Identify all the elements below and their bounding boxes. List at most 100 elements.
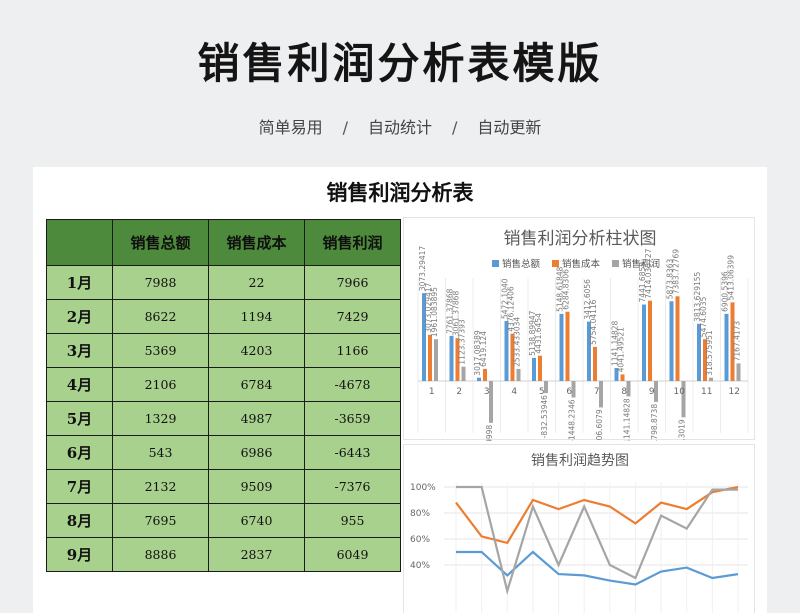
bar [669,301,674,381]
month-cell: 6月 [46,435,113,470]
bar [510,333,515,381]
header-cell-month [46,219,113,266]
profit-cell: 6049 [304,537,401,572]
sales-cell: 2132 [112,469,209,504]
bar [422,293,426,381]
separator: / [452,118,458,137]
month-cell: 5月 [46,401,113,436]
table-row: 7月 2132 9509 -7376 [46,469,401,504]
month-cell: 4月 [46,367,113,402]
table-row: 9月 8886 2837 6049 [46,537,401,572]
profit-table: 销售总额 销售成本 销售利润 1月 7988 22 7966 2月 8622 1194 742… [46,219,401,572]
bar [455,338,460,381]
sales-cell: 8886 [112,537,209,572]
bar [642,304,646,381]
cost-cell: 2837 [208,537,305,572]
legend-swatch [492,260,499,267]
category-label: 12 [729,387,740,397]
bar [449,335,454,381]
data-label: 7761.37868 [446,288,455,334]
table-row: 1月 7988 22 7966 [46,265,401,300]
month-cell: 8月 [46,503,113,538]
table-row: 6月 543 6986 -6443 [46,435,401,470]
bar [559,313,564,381]
sales-cell: 7988 [112,265,209,300]
bar [587,321,591,381]
table-row: 8月 7695 6740 955 [46,503,401,538]
data-label: 5472.1040 [501,278,510,319]
month-cell: 2月 [46,299,113,334]
table-header-row: 销售总额 销售成本 销售利润 [46,219,401,266]
data-label: -2206.6079 [595,409,604,441]
bar [516,368,521,381]
month-cell: 1月 [46,265,113,300]
bar [709,377,713,381]
data-label: 318.575951 [705,330,714,376]
header-cell-profit: 销售利润 [304,219,401,266]
data-label: -3034.3019 [678,419,687,441]
table-row: 5月 1329 4987 -3659 [46,401,401,436]
bar [730,302,735,381]
sales-cell: 1329 [112,401,209,436]
data-label: 7383.72769 [672,249,681,295]
y-tick-label: 40% [410,561,430,571]
cost-cell: 6986 [208,435,305,470]
cost-cell: 6784 [208,367,305,402]
profit-cell: 1166 [304,333,401,368]
line-chart-title: 销售利润趋势图 [531,453,629,469]
header-cell-sales: 销售总额 [112,219,209,266]
bar [724,313,729,381]
data-label: 7441.6858 [638,262,647,303]
data-label: 3073.29417 [418,246,427,292]
profit-cell: -7376 [304,469,401,504]
bar [736,363,741,381]
data-label: 4431.6454 [534,313,543,354]
bar [697,323,701,381]
bar [593,346,597,381]
page-title: 销售利润分析表模版 [197,39,603,88]
y-tick-label: 80% [410,509,430,519]
bar [538,355,542,381]
bar [654,381,658,402]
sales-cell: 543 [112,435,209,470]
month-cell: 7月 [46,469,113,504]
profit-cell: -3659 [304,401,401,436]
month-cell: 9月 [46,537,113,572]
sales-cell: 2106 [112,367,209,402]
category-label: 9 [649,387,655,397]
bar [675,296,680,381]
bar [626,381,631,397]
feature-easy: 简单易用 [258,118,323,137]
data-label: 3412.6056 [583,279,592,320]
data-label: 2533.433034 [513,317,522,367]
data-label: 7167.4173 [733,321,742,362]
feature-auto-update: 自动更新 [477,118,542,137]
data-label: 1141.14828 [611,320,620,366]
data-label: 5474.6035 [699,296,708,337]
bar [532,357,536,381]
bar [614,368,619,381]
category-label: 8 [621,387,627,397]
data-label: 5138.89947 [528,310,537,356]
cost-cell: 9509 [208,469,305,504]
bar [483,368,487,381]
table-body: 1月 7988 22 7966 2月 8622 1194 7429 3月 5369 4203 1166… [46,265,401,572]
profit-cell: 7429 [304,299,401,334]
legend-swatch [612,260,619,267]
bar [620,374,625,381]
bar-chart-title: 销售利润分析柱状图 [504,229,657,249]
bar [477,377,481,381]
bar [489,381,493,423]
data-label: 4376.12406 [507,286,516,332]
category-label: 2 [456,387,462,397]
category-label: 10 [674,387,686,397]
separator: / [342,118,348,137]
category-label: 6 [566,387,572,397]
line-chart-panel: 销售利润趋势图 100% 80% 60% 40% [403,444,755,613]
data-label: 1123.37393 [458,319,467,365]
data-label: 3813.629155 [693,271,702,321]
data-label: 3073.029417 [424,282,433,332]
cost-cell: 4987 [208,401,305,436]
bar [648,300,652,381]
cost-cell: 4203 [208,333,305,368]
